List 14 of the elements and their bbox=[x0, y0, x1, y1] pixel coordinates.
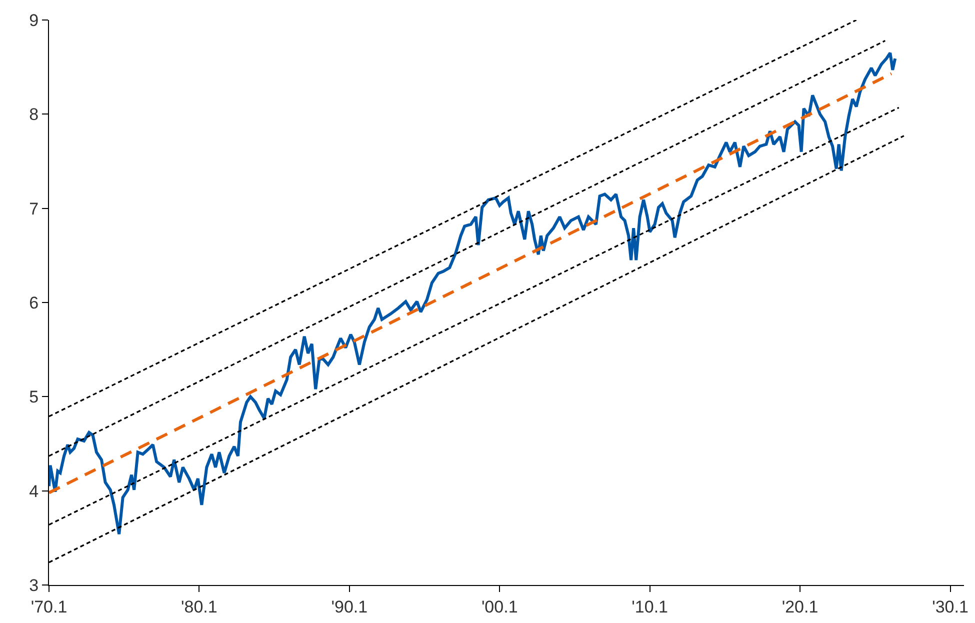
y-tick-label: 5 bbox=[29, 388, 39, 407]
x-tick-label: '80.1 bbox=[181, 597, 218, 616]
y-tick-label: 8 bbox=[29, 105, 39, 124]
x-tick-label: '70.1 bbox=[30, 597, 68, 616]
x-tick-label: '10.1 bbox=[632, 597, 668, 616]
y-tick-label: 3 bbox=[29, 576, 39, 595]
y-tick-label: 9 bbox=[29, 10, 39, 30]
x-tick-label: '30.1 bbox=[932, 597, 968, 616]
x-tick-label: '90.1 bbox=[331, 597, 368, 616]
x-tick-label: '20.1 bbox=[782, 597, 818, 616]
y-tick-label: 6 bbox=[29, 293, 39, 312]
y-tick-label: 4 bbox=[29, 482, 39, 501]
y-tick-label: 7 bbox=[29, 199, 39, 218]
x-tick-label: '00.1 bbox=[481, 597, 518, 616]
